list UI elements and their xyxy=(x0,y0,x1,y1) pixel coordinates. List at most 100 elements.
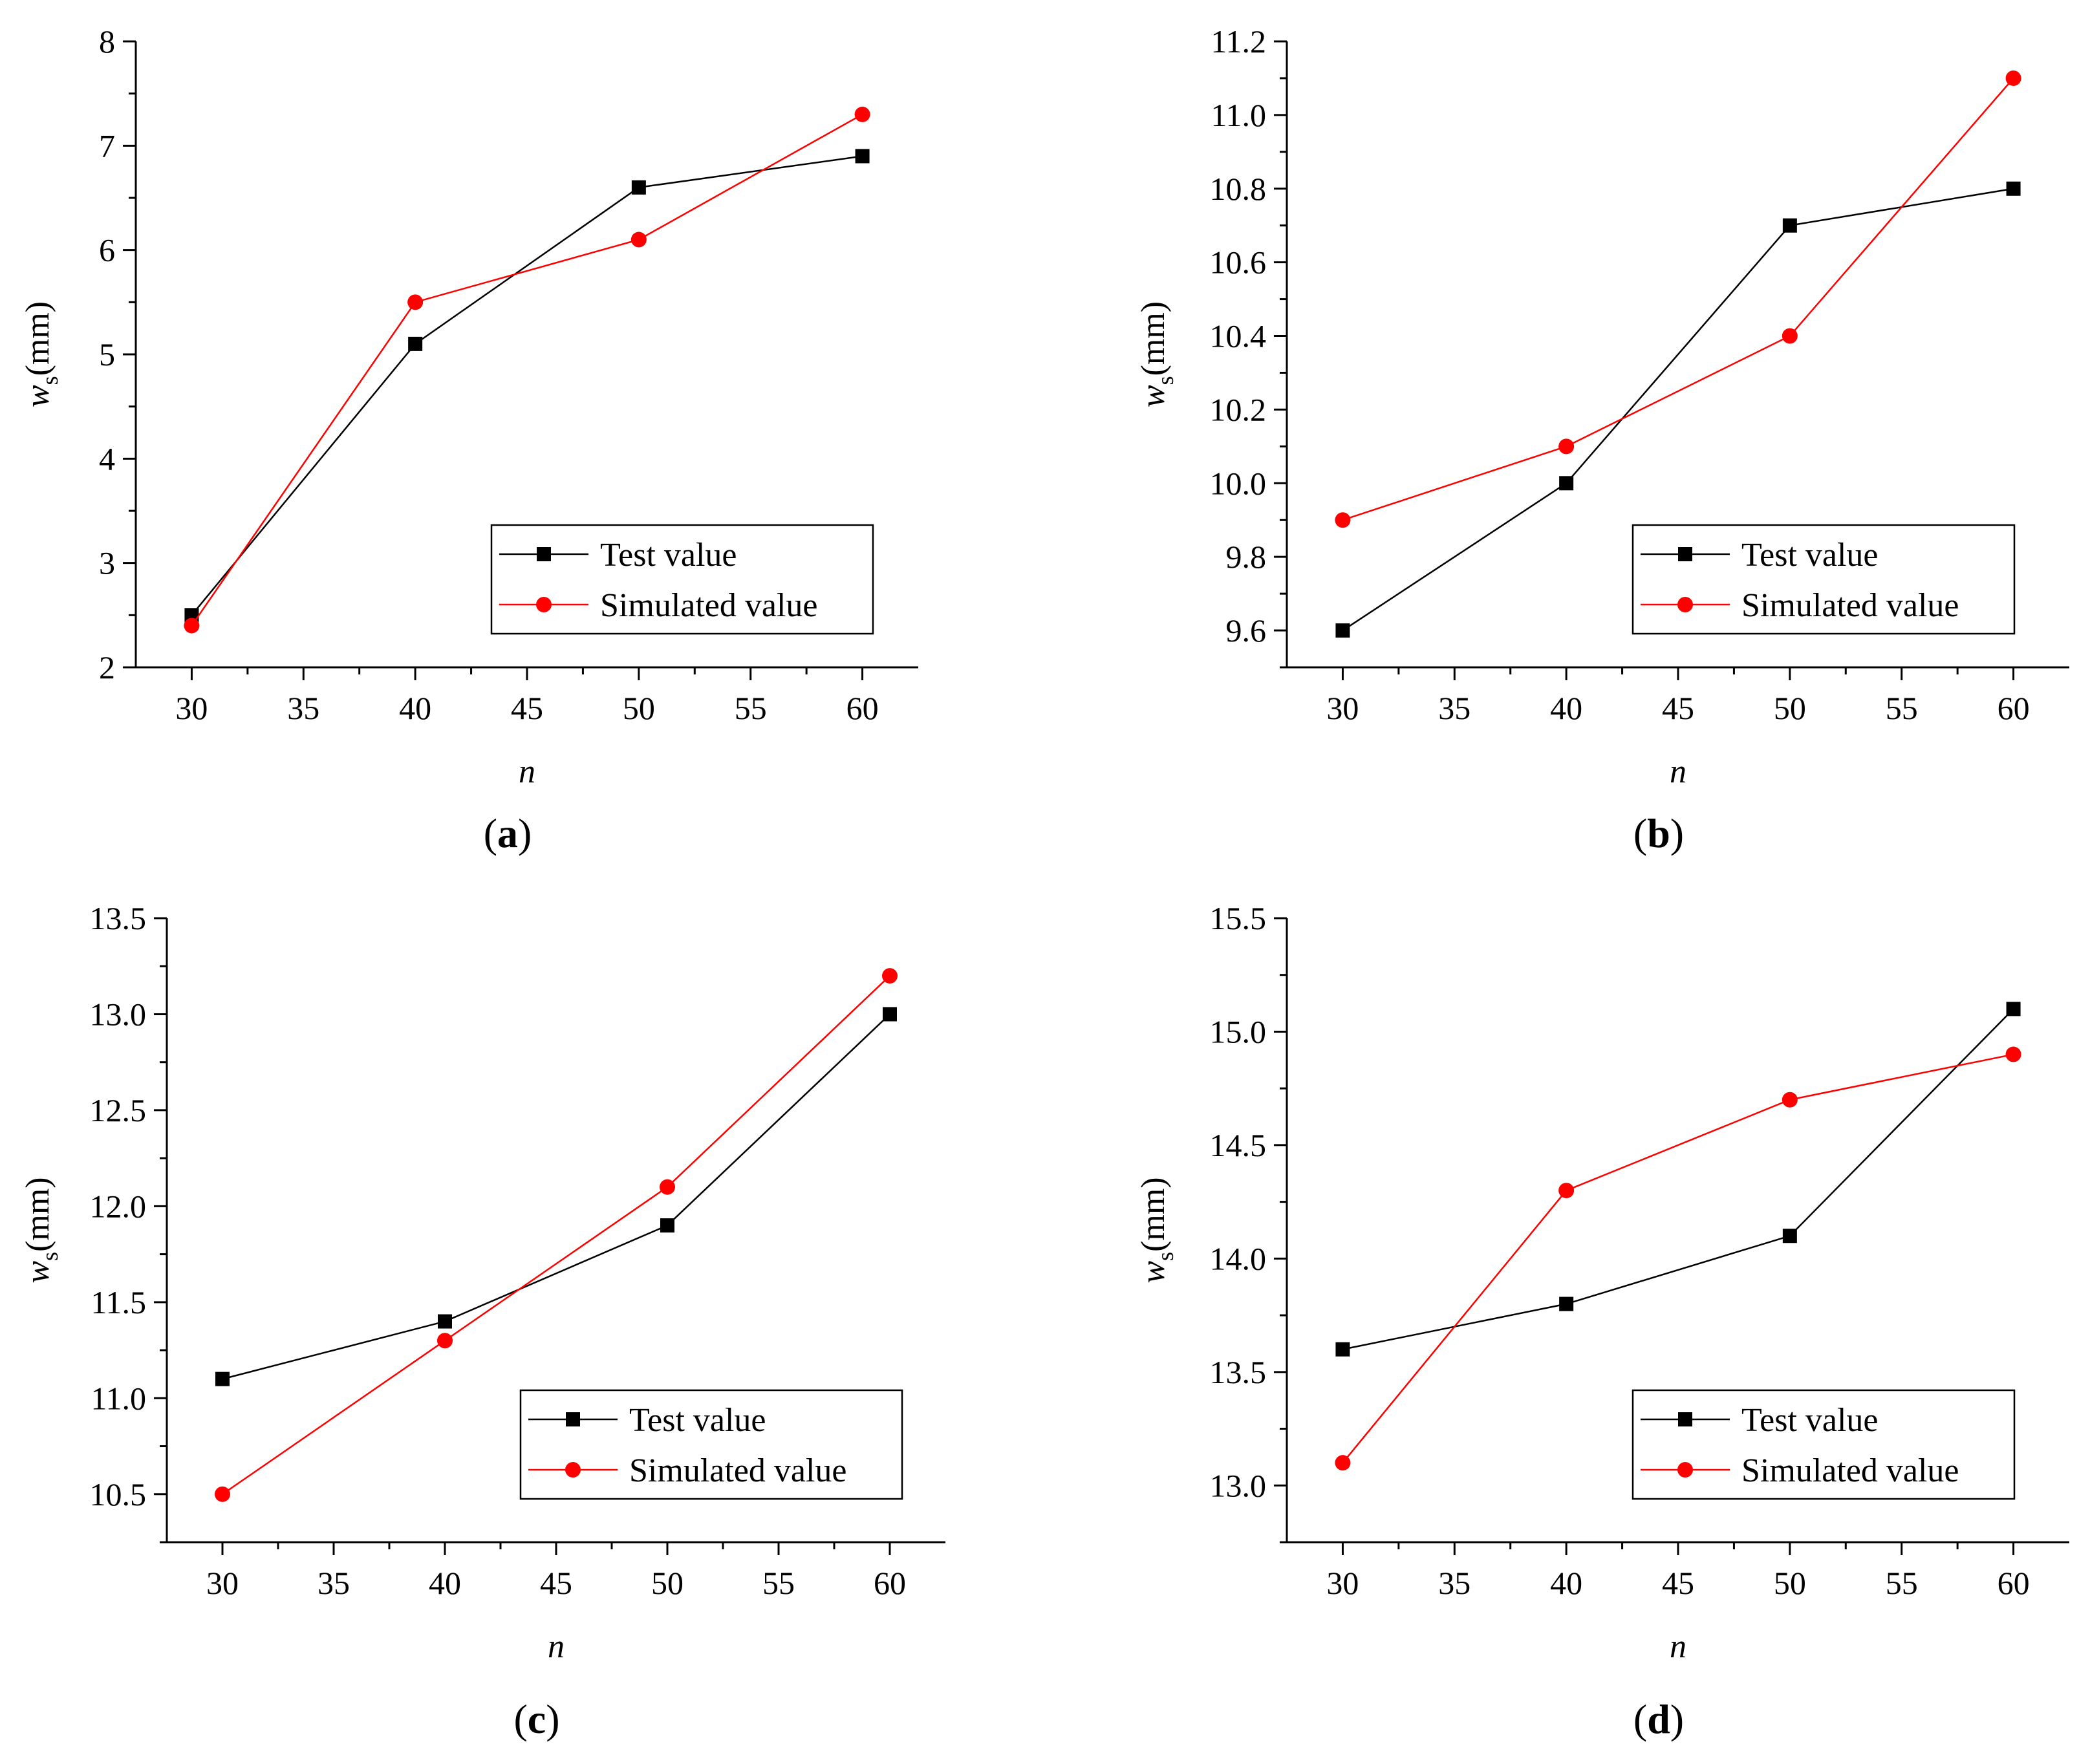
series-line xyxy=(191,155,863,616)
y-tick-label: 15.5 xyxy=(1210,900,1267,936)
data-point-circle xyxy=(2005,1046,2021,1062)
x-tick-label: 40 xyxy=(429,1565,461,1601)
x-tick-label: 50 xyxy=(1774,1565,1806,1601)
data-point-circle xyxy=(1782,328,1798,344)
chart-panel-b: 30 35 40 45 50 55 60 9.6 9.8 10.0 10.2 10.4 10.6 10.8… xyxy=(1135,23,2069,856)
data-point-circle xyxy=(1335,512,1351,528)
x-tick-label: 55 xyxy=(762,1565,795,1601)
data-point-square xyxy=(215,1371,230,1386)
series-test-value xyxy=(1335,1002,2021,1357)
data-point-circle xyxy=(437,1333,453,1349)
data-point-circle xyxy=(184,618,200,634)
data-point-circle xyxy=(660,1179,675,1195)
y-tick-label: 11.0 xyxy=(91,1380,146,1416)
x-tick-label: 60 xyxy=(1998,1565,2030,1601)
y-tick-label: 14.5 xyxy=(1210,1127,1267,1163)
y-tick-label: 10.5 xyxy=(90,1476,147,1512)
panel-label: (b) xyxy=(1633,810,1684,856)
series-line xyxy=(222,1013,890,1380)
y-tick-label: 13.5 xyxy=(1210,1354,1267,1390)
y-tick-label: 11.5 xyxy=(91,1284,146,1320)
legend-box xyxy=(519,1389,903,1500)
legend-marker-square xyxy=(566,1412,580,1426)
legend-marker-circle xyxy=(565,1462,581,1478)
series-simulated-value xyxy=(1335,70,2021,528)
series-line xyxy=(191,113,863,627)
data-point-circle xyxy=(215,1486,230,1502)
legend-marker-circle xyxy=(536,597,552,612)
x-tick-label: 30 xyxy=(206,1565,239,1601)
data-point-square xyxy=(883,1007,897,1022)
legend: Test value Simulated value xyxy=(519,1389,903,1500)
x-tick-label: 35 xyxy=(1438,1565,1470,1601)
y-axis-title-unit: (mm) xyxy=(19,301,56,376)
y-axis-title-unit: (mm) xyxy=(1135,1177,1172,1252)
legend-label: Test value xyxy=(1741,537,1879,574)
series-line xyxy=(1342,1053,2014,1463)
x-tick-label: 60 xyxy=(1998,690,2030,726)
data-point-circle xyxy=(2005,70,2021,86)
x-tick-label: 50 xyxy=(1774,690,1806,726)
x-tick-label: 35 xyxy=(318,1565,350,1601)
x-tick-label: 45 xyxy=(540,1565,572,1601)
y-tick-label: 5 xyxy=(99,336,115,372)
y-tick-label: 14.0 xyxy=(1210,1240,1267,1276)
y-tick-label: 10.6 xyxy=(1210,244,1267,281)
x-tick-label: 60 xyxy=(874,1565,906,1601)
x-axis-title: n xyxy=(1670,753,1686,790)
y-tick-label: 7 xyxy=(99,127,115,164)
data-point-circle xyxy=(854,106,870,122)
panel-label: (a) xyxy=(484,810,532,856)
series-simulated-value xyxy=(1335,1046,2021,1471)
y-tick-label: 4 xyxy=(99,440,115,477)
chart-panel-c: 30 35 40 45 50 55 60 10.5 11.0 11.5 12.0 12.5 13.0 13… xyxy=(19,900,945,1742)
legend-marker-square xyxy=(537,547,551,561)
series-line xyxy=(222,975,890,1495)
data-point-circle xyxy=(1558,438,1575,455)
data-point-square xyxy=(1782,1229,1797,1243)
data-point-square xyxy=(1782,218,1797,233)
data-point-square xyxy=(660,1218,674,1233)
data-point-square xyxy=(1559,1296,1574,1311)
legend-marker-circle xyxy=(1677,1462,1693,1478)
x-tick-label: 50 xyxy=(623,690,655,726)
panel-label: (c) xyxy=(513,1696,559,1742)
x-tick-label: 35 xyxy=(1438,690,1470,726)
x-tick-label: 60 xyxy=(846,690,879,726)
y-axis-title-var: w xyxy=(1135,1261,1172,1284)
x-tick-label: 45 xyxy=(511,690,543,726)
y-tick-label: 12.5 xyxy=(90,1092,147,1128)
legend-box xyxy=(490,524,874,635)
y-tick-label: 15.0 xyxy=(1210,1013,1267,1049)
x-tick-label: 45 xyxy=(1662,690,1694,726)
legend-label: Simulated value xyxy=(1741,587,1959,624)
legend-box xyxy=(1632,1389,2016,1500)
data-point-square xyxy=(2006,181,2021,196)
y-tick-label: 9.8 xyxy=(1226,539,1267,575)
y-tick-label: 10.4 xyxy=(1210,318,1267,354)
legend-label: Simulated value xyxy=(1741,1452,1959,1489)
y-tick-label: 12.0 xyxy=(90,1188,147,1224)
data-point-square xyxy=(1559,476,1574,491)
data-point-square xyxy=(1335,1342,1350,1357)
legend: Test value Simulated value xyxy=(1632,524,2016,635)
panel-label: (d) xyxy=(1633,1696,1684,1742)
data-point-circle xyxy=(407,294,424,310)
x-tick-label: 40 xyxy=(399,690,431,726)
x-axis-title: n xyxy=(1670,1628,1686,1665)
legend-label: Test value xyxy=(600,537,737,574)
series-line xyxy=(1342,1008,2014,1350)
y-tick-label: 10.8 xyxy=(1210,171,1267,207)
y-tick-label: 10.2 xyxy=(1210,391,1267,427)
data-point-circle xyxy=(1335,1455,1351,1471)
data-point-square xyxy=(438,1314,452,1329)
data-point-square xyxy=(631,180,646,195)
y-axis-title-unit: (mm) xyxy=(1135,301,1172,376)
data-point-circle xyxy=(1782,1092,1798,1108)
y-axis-title-var: w xyxy=(19,1261,56,1284)
x-tick-label: 30 xyxy=(1326,690,1359,726)
y-axis-title-subscript: s xyxy=(37,376,63,385)
legend-marker-circle xyxy=(1677,597,1693,612)
data-point-square xyxy=(855,149,870,164)
